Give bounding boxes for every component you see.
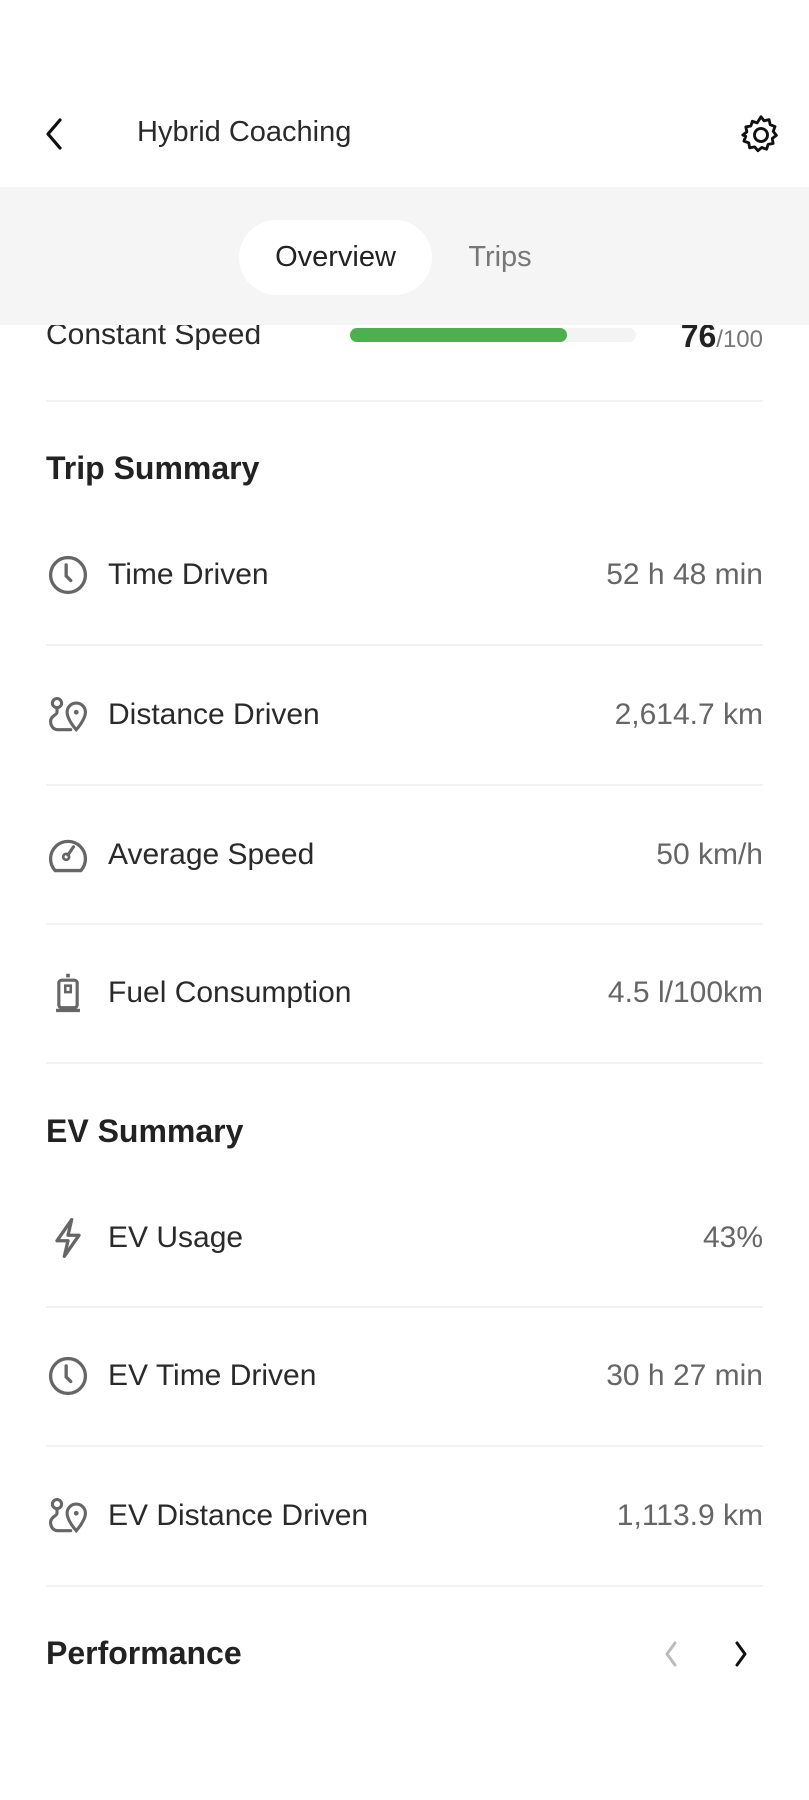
divider bbox=[46, 1445, 763, 1447]
item-label: Fuel Consumption bbox=[108, 976, 352, 1009]
trip-summary-title: Trip Summary bbox=[46, 450, 260, 486]
tab-overview[interactable]: Overview bbox=[239, 220, 432, 295]
next-chevron-right-icon[interactable] bbox=[726, 1634, 756, 1674]
constant-speed-progress-bar bbox=[350, 328, 636, 342]
divider bbox=[46, 1585, 763, 1587]
previous-chevron-left-icon[interactable] bbox=[656, 1634, 686, 1674]
divider bbox=[46, 784, 763, 786]
back-button[interactable] bbox=[40, 116, 70, 152]
item-value: 52 h 48 min bbox=[606, 558, 763, 591]
item-label: EV Time Driven bbox=[108, 1359, 317, 1392]
route-pin-icon bbox=[46, 693, 90, 737]
item-label: Average Speed bbox=[108, 838, 315, 871]
item-label: Distance Driven bbox=[108, 698, 320, 731]
progress-fill bbox=[350, 328, 568, 342]
item-value: 30 h 27 min bbox=[606, 1359, 763, 1392]
divider bbox=[46, 400, 763, 402]
item-value: 50 km/h bbox=[656, 838, 763, 871]
lightning-icon bbox=[46, 1216, 90, 1260]
list-item-fuel-consumption: Fuel Consumption 4.5 l/100km bbox=[46, 963, 763, 1023]
list-item-time-driven: Time Driven 52 h 48 min bbox=[46, 545, 763, 605]
divider bbox=[46, 644, 763, 646]
item-label: EV Distance Driven bbox=[108, 1499, 369, 1532]
item-label: Time Driven bbox=[108, 558, 269, 591]
tab-trips[interactable]: Trips bbox=[468, 241, 532, 273]
list-item-ev-time-driven: EV Time Driven 30 h 27 min bbox=[46, 1346, 763, 1406]
clock-icon bbox=[46, 553, 90, 597]
divider bbox=[46, 1062, 763, 1064]
fuel-pump-icon bbox=[46, 971, 90, 1015]
performance-title: Performance bbox=[46, 1635, 242, 1671]
score-max: /100 bbox=[716, 326, 763, 353]
route-pin-icon bbox=[46, 1494, 90, 1538]
list-item-distance-driven: Distance Driven 2,614.7 km bbox=[46, 685, 763, 745]
clock-icon bbox=[46, 1354, 90, 1398]
list-item-ev-usage: EV Usage 43% bbox=[46, 1208, 763, 1268]
settings-gear-icon[interactable] bbox=[738, 112, 784, 158]
item-label: EV Usage bbox=[108, 1221, 244, 1254]
list-item-ev-distance-driven: EV Distance Driven 1,113.9 km bbox=[46, 1486, 763, 1546]
tab-bar: Overview Trips bbox=[0, 187, 809, 325]
ev-summary-title: EV Summary bbox=[46, 1113, 244, 1149]
list-item-average-speed: Average Speed 50 km/h bbox=[46, 825, 763, 885]
speedometer-icon bbox=[46, 833, 90, 877]
item-value: 1,113.9 km bbox=[616, 1499, 763, 1532]
item-value: 4.5 l/100km bbox=[607, 976, 763, 1009]
divider bbox=[46, 923, 763, 925]
item-value: 43% bbox=[702, 1221, 763, 1254]
divider bbox=[46, 1306, 763, 1308]
page-title: Hybrid Coaching bbox=[137, 116, 352, 148]
item-value: 2,614.7 km bbox=[614, 698, 763, 731]
